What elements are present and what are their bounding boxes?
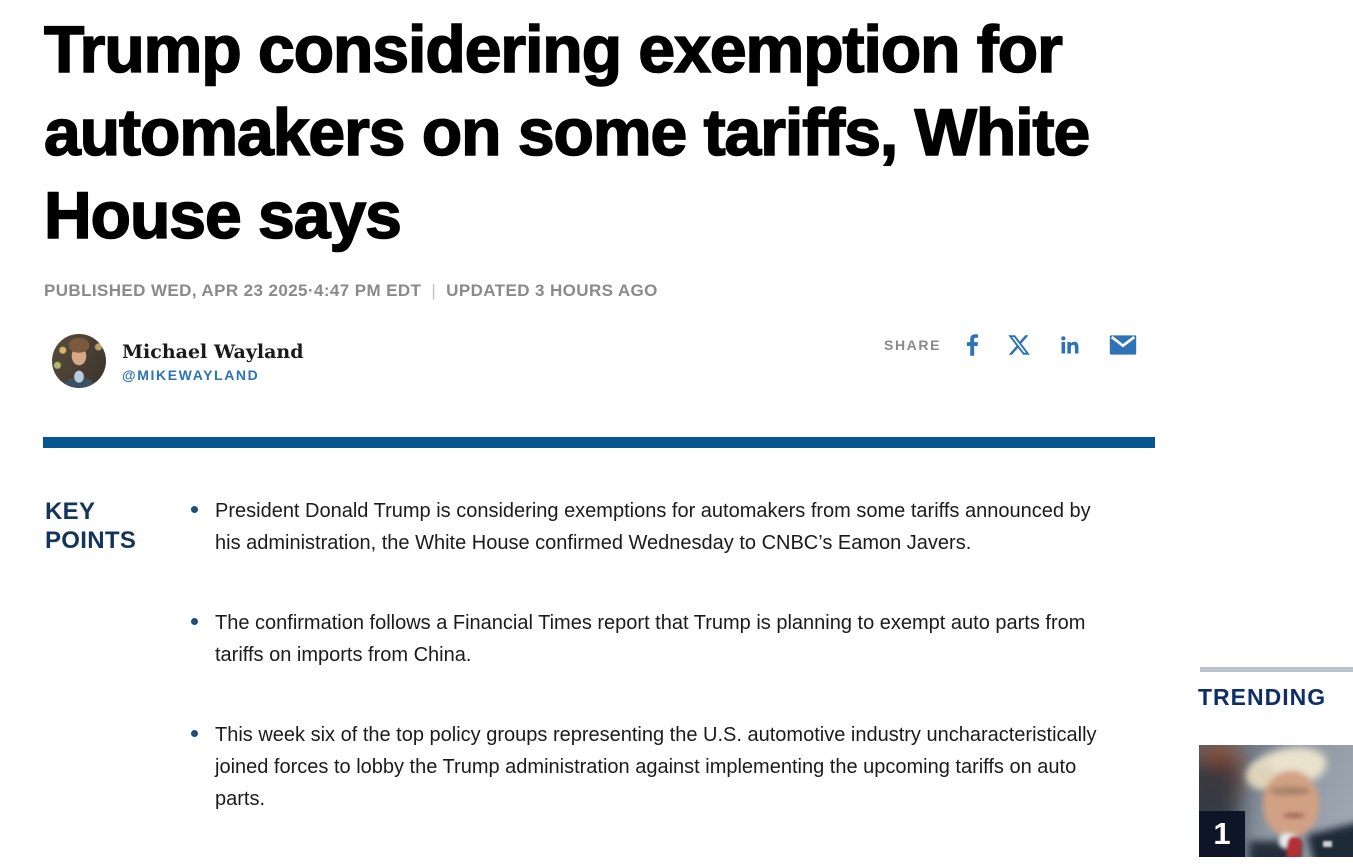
updated-timestamp: UPDATED 3 HOURS AGO — [446, 281, 658, 300]
headline-line-1: Trump considering exemption for — [43, 11, 1063, 87]
x-icon — [1006, 333, 1032, 357]
author-meta: Michael Wayland @MIKEWAYLAND — [122, 340, 304, 383]
headline-line-3: House says — [43, 177, 402, 253]
thumbnail-mouth — [1283, 813, 1305, 818]
trending-item-1[interactable]: 1 — [1199, 745, 1353, 857]
trending-rank-badge: 1 — [1199, 811, 1245, 857]
thumbnail-face — [1263, 771, 1319, 837]
headline-line-2: automakers on some tariffs, White — [43, 94, 1091, 170]
email-icon — [1108, 333, 1138, 357]
author-handle[interactable]: @MIKEWAYLAND — [122, 366, 260, 383]
key-points-label: KEY POINTS — [45, 498, 137, 554]
linkedin-icon — [1058, 333, 1082, 357]
thumbnail-flag-pin — [1323, 841, 1332, 847]
x-share-button[interactable] — [1006, 333, 1032, 357]
facebook-icon — [965, 333, 980, 357]
email-share-button[interactable] — [1108, 333, 1138, 357]
trending-title: TRENDING — [1198, 684, 1327, 710]
publish-info: PUBLISHED WED, APR 23 2025·4:47 PM EDT | U… — [44, 281, 658, 301]
thumbnail-tie — [1285, 836, 1303, 857]
author-name[interactable]: Michael Wayland — [122, 340, 304, 363]
share-label: SHARE — [884, 337, 942, 353]
author-block: Michael Wayland @MIKEWAYLAND — [52, 334, 304, 388]
thumbnail-suit-right — [1306, 820, 1353, 857]
key-point-item: This week six of the top policy groups r… — [190, 719, 1118, 815]
published-timestamp: PUBLISHED WED, APR 23 2025·4:47 PM EDT — [44, 281, 422, 300]
trending-header-bar — [1200, 667, 1353, 672]
key-point-item: President Donald Trump is considering ex… — [190, 495, 1118, 559]
author-avatar[interactable] — [52, 334, 106, 388]
thumbnail-eyes — [1269, 787, 1311, 795]
section-divider — [43, 437, 1155, 448]
linkedin-share-button[interactable] — [1058, 333, 1082, 357]
share-toolbar: SHARE — [884, 330, 1138, 360]
key-points-list: President Donald Trump is considering ex… — [190, 495, 1118, 863]
facebook-share-button[interactable] — [965, 333, 980, 357]
article-headline: Trump considering exemption for automake… — [43, 8, 1091, 257]
timestamp-separator: | — [431, 281, 437, 300]
key-point-item: The confirmation follows a Financial Tim… — [190, 607, 1118, 671]
